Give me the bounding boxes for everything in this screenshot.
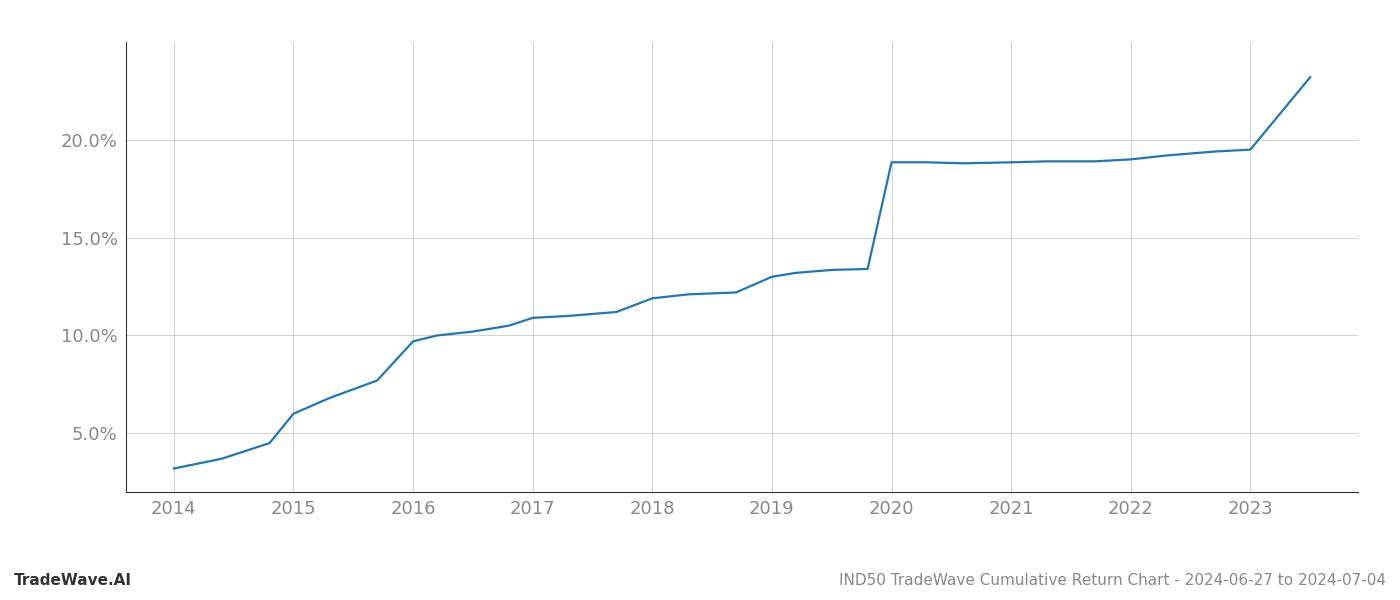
- Text: TradeWave.AI: TradeWave.AI: [14, 573, 132, 588]
- Text: IND50 TradeWave Cumulative Return Chart - 2024-06-27 to 2024-07-04: IND50 TradeWave Cumulative Return Chart …: [839, 573, 1386, 588]
